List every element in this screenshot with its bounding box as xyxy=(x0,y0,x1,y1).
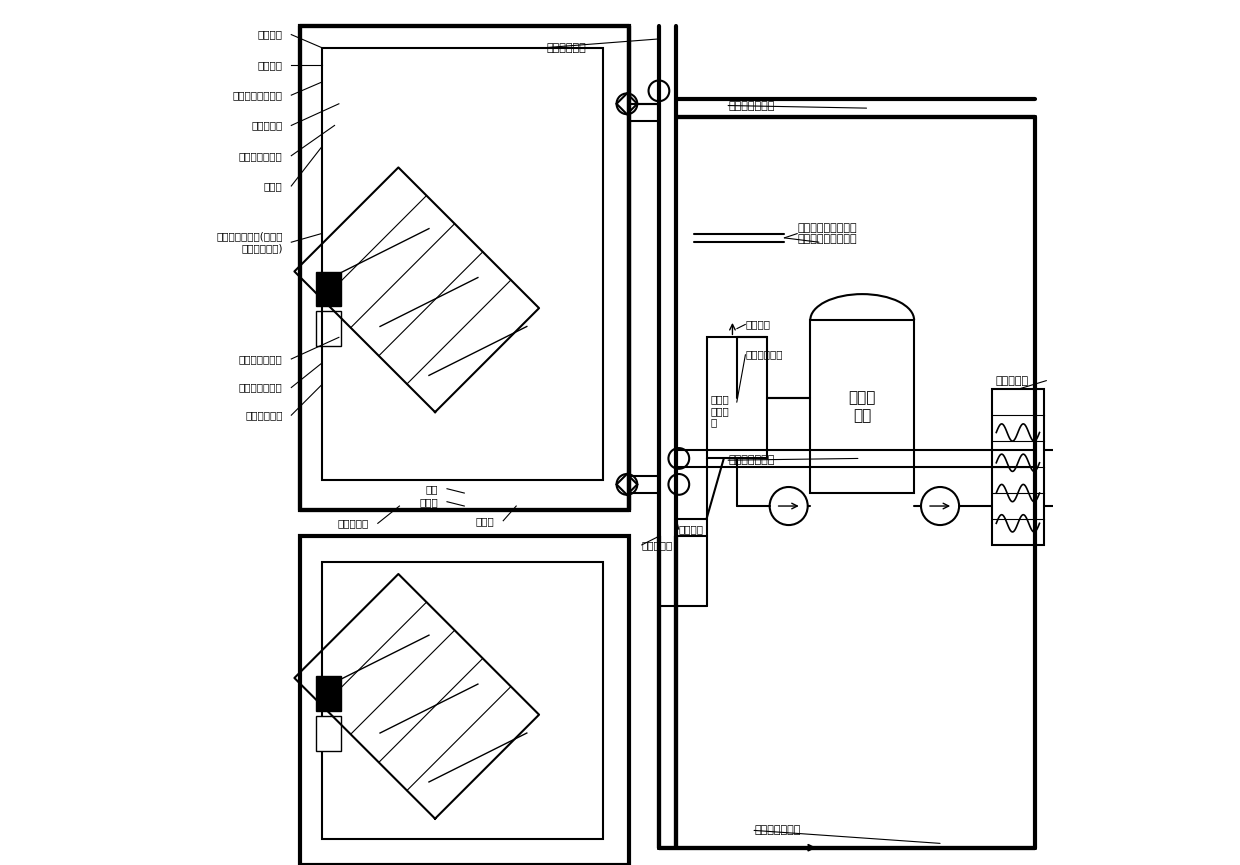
Text: 高温冷媒回液管: 高温冷媒回液管 xyxy=(754,825,801,836)
Text: 机柜柜体: 机柜柜体 xyxy=(258,29,283,40)
Bar xyxy=(707,337,768,458)
Text: 冷媒支管阀门: 冷媒支管阀门 xyxy=(547,42,587,53)
Text: 板式换热器: 板式换热器 xyxy=(996,375,1028,386)
Bar xyxy=(321,562,603,839)
Text: 光纤及铜缆桥架: 光纤及铜缆桥架 xyxy=(239,354,283,364)
Bar xyxy=(315,676,341,711)
Bar xyxy=(315,716,341,751)
Text: 液态冷媒排出: 液态冷媒排出 xyxy=(745,349,782,360)
Text: 进气门: 进气门 xyxy=(264,181,283,191)
Text: 服务器限位点: 服务器限位点 xyxy=(246,410,283,420)
Bar xyxy=(315,311,341,346)
Text: 电源插接口: 电源插接口 xyxy=(337,518,370,529)
Text: 冷媒导出管: 冷媒导出管 xyxy=(641,540,673,550)
Text: 冷媒储
液罐: 冷媒储 液罐 xyxy=(848,390,875,423)
Text: 水平分液主管（供多
个液冷小室分配用）: 水平分液主管（供多 个液冷小室分配用） xyxy=(797,223,857,244)
Bar xyxy=(300,26,629,510)
Text: 服务器安装导轨: 服务器安装导轨 xyxy=(239,382,283,393)
Text: 进气电加热装置: 进气电加热装置 xyxy=(239,151,283,161)
Text: 冷媒液管及喷头(固定安
装于液冷小室): 冷媒液管及喷头(固定安 装于液冷小室) xyxy=(216,232,283,253)
Bar xyxy=(300,536,629,865)
Bar xyxy=(321,48,603,480)
Text: 监控显示: 监控显示 xyxy=(258,60,283,70)
Text: 阀门: 阀门 xyxy=(425,484,439,494)
Bar xyxy=(992,389,1044,545)
Text: 低温冷媒供液管: 低温冷媒供液管 xyxy=(728,100,775,111)
Text: 废气排出: 废气排出 xyxy=(745,319,770,330)
Text: 低温冷媒供液管: 低温冷媒供液管 xyxy=(728,455,775,465)
Text: 冷媒气
液分离
器: 冷媒气 液分离 器 xyxy=(711,394,729,427)
Text: 排风扇: 排风扇 xyxy=(419,497,439,507)
Text: 电源断架: 电源断架 xyxy=(678,524,704,535)
Text: 排气口: 排气口 xyxy=(476,516,495,526)
Bar xyxy=(810,320,914,493)
Text: 服务器小室密封门: 服务器小室密封门 xyxy=(233,90,283,100)
Bar xyxy=(315,272,341,306)
Text: 服务器小室: 服务器小室 xyxy=(252,120,283,131)
